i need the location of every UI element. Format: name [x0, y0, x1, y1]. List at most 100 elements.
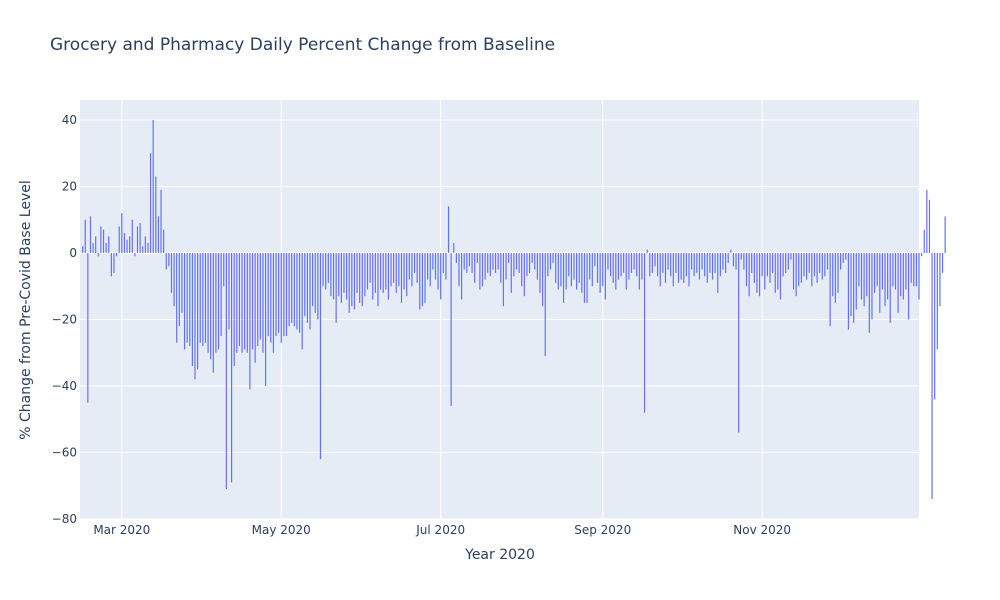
bar[interactable]	[293, 252, 295, 327]
bar[interactable]	[194, 252, 196, 380]
bar[interactable]	[377, 252, 379, 307]
bar[interactable]	[220, 252, 222, 337]
bar[interactable]	[374, 252, 376, 293]
bar[interactable]	[795, 252, 797, 297]
bar[interactable]	[837, 252, 839, 293]
bar[interactable]	[254, 252, 256, 363]
bar[interactable]	[267, 252, 269, 337]
bar[interactable]	[834, 252, 836, 303]
bar[interactable]	[717, 252, 719, 293]
bar[interactable]	[157, 216, 159, 253]
bar[interactable]	[756, 252, 758, 293]
bar[interactable]	[317, 252, 319, 320]
bar[interactable]	[479, 252, 481, 290]
bar[interactable]	[936, 252, 938, 350]
bar[interactable]	[944, 216, 946, 253]
bar[interactable]	[118, 226, 120, 253]
bar[interactable]	[131, 219, 133, 253]
bar[interactable]	[424, 252, 426, 303]
bar[interactable]	[602, 252, 604, 287]
bar[interactable]	[840, 252, 842, 270]
bar[interactable]	[505, 252, 507, 280]
bar[interactable]	[764, 252, 766, 290]
bar[interactable]	[361, 252, 363, 307]
bar[interactable]	[745, 252, 748, 287]
bar[interactable]	[612, 252, 614, 283]
bar[interactable]	[487, 252, 489, 273]
bar[interactable]	[521, 252, 523, 287]
bar[interactable]	[97, 252, 99, 257]
bar[interactable]	[609, 252, 612, 277]
bar[interactable]	[562, 252, 565, 303]
bar[interactable]	[181, 252, 183, 313]
bar[interactable]	[894, 252, 897, 290]
bar[interactable]	[774, 252, 776, 293]
bar[interactable]	[646, 249, 648, 253]
bar[interactable]	[136, 226, 139, 253]
bar[interactable]	[406, 252, 408, 297]
bar[interactable]	[777, 252, 779, 290]
bar[interactable]	[296, 252, 298, 330]
bar[interactable]	[390, 252, 392, 287]
bar[interactable]	[704, 252, 706, 277]
bar[interactable]	[557, 252, 559, 290]
bar[interactable]	[212, 252, 214, 373]
bar[interactable]	[879, 252, 881, 313]
bar[interactable]	[408, 252, 410, 280]
bar[interactable]	[628, 252, 630, 280]
bar[interactable]	[346, 252, 348, 300]
bar[interactable]	[87, 252, 89, 403]
bar[interactable]	[860, 252, 863, 300]
bar[interactable]	[105, 242, 107, 253]
bar[interactable]	[691, 252, 693, 270]
bar[interactable]	[907, 252, 910, 320]
bar[interactable]	[659, 252, 661, 287]
bar[interactable]	[915, 252, 917, 287]
bar[interactable]	[738, 252, 740, 433]
bar[interactable]	[824, 252, 826, 277]
bar[interactable]	[727, 252, 729, 263]
bar[interactable]	[95, 236, 97, 253]
bar[interactable]	[500, 252, 502, 283]
bar[interactable]	[304, 252, 306, 317]
bar[interactable]	[450, 252, 452, 406]
bar[interactable]	[84, 219, 86, 253]
bar[interactable]	[641, 252, 643, 280]
bar[interactable]	[921, 252, 923, 257]
bar[interactable]	[445, 252, 447, 280]
bar[interactable]	[332, 252, 335, 300]
bar[interactable]	[327, 252, 329, 283]
bar[interactable]	[442, 252, 444, 273]
bar[interactable]	[845, 252, 847, 260]
bar[interactable]	[719, 252, 721, 277]
bar[interactable]	[594, 252, 596, 267]
bar[interactable]	[714, 252, 716, 273]
bar[interactable]	[769, 252, 771, 283]
bar[interactable]	[842, 252, 844, 263]
bar[interactable]	[155, 176, 157, 253]
bar[interactable]	[204, 252, 207, 343]
bar[interactable]	[534, 252, 536, 270]
bar[interactable]	[816, 252, 818, 283]
bar[interactable]	[711, 252, 714, 280]
bar[interactable]	[411, 252, 413, 287]
bar[interactable]	[497, 252, 499, 270]
bar[interactable]	[280, 252, 282, 343]
bar[interactable]	[400, 252, 403, 303]
bar[interactable]	[748, 252, 750, 297]
bar[interactable]	[461, 252, 463, 300]
bar[interactable]	[244, 252, 246, 350]
bar[interactable]	[251, 252, 254, 350]
bar[interactable]	[178, 252, 180, 327]
bar[interactable]	[709, 252, 711, 273]
bar[interactable]	[889, 252, 891, 323]
bar[interactable]	[476, 252, 478, 263]
bar[interactable]	[683, 252, 685, 283]
bar[interactable]	[876, 252, 878, 287]
bar[interactable]	[881, 252, 883, 290]
bar[interactable]	[186, 252, 188, 343]
bar[interactable]	[596, 252, 599, 283]
bar[interactable]	[735, 252, 737, 270]
bar[interactable]	[108, 236, 110, 253]
bar[interactable]	[458, 252, 460, 287]
